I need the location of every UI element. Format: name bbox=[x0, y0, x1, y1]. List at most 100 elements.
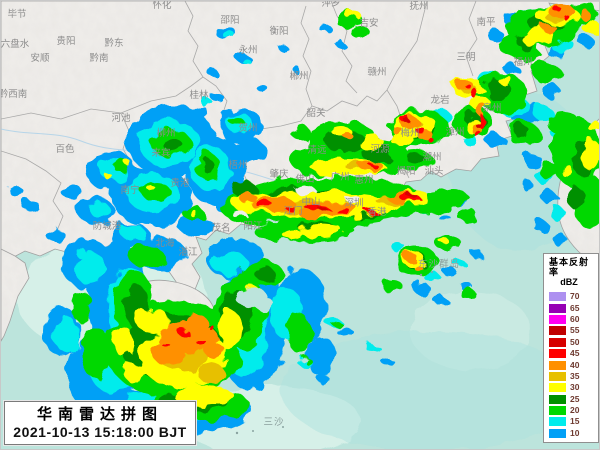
legend-value: 60 bbox=[570, 313, 580, 324]
legend-swatch bbox=[549, 394, 566, 404]
city-label: 黔东 bbox=[104, 37, 123, 49]
legend-scale: 70 65 60 55 50 45 40 35 30 25 20 15 10 bbox=[549, 291, 598, 439]
city-label: 深圳 bbox=[344, 198, 363, 209]
echo-layer-50dbz bbox=[319, 119, 480, 211]
city-label: 惠州 bbox=[354, 174, 373, 186]
city-label: 福州 bbox=[513, 56, 532, 68]
legend-swatch bbox=[549, 417, 566, 427]
echo-gap bbox=[346, 195, 360, 203]
city-label: 汕头 bbox=[424, 165, 443, 177]
city-label: 贺州 bbox=[238, 122, 257, 134]
city-label: 龙岩 bbox=[430, 94, 449, 106]
legend-title: 基本反射率 bbox=[549, 257, 590, 277]
legend-swatch bbox=[549, 303, 566, 313]
city-label: 赣州 bbox=[367, 66, 386, 78]
map-title: 华南雷达拼图 bbox=[36, 405, 163, 423]
city-label: 三明 bbox=[456, 52, 475, 63]
legend-entry: 55 bbox=[549, 325, 598, 336]
city-label: 贵阳 bbox=[56, 35, 75, 47]
legend-value: 50 bbox=[570, 336, 580, 347]
city-label: 茂名 bbox=[211, 222, 230, 234]
city-label: 毕节 bbox=[7, 8, 26, 20]
legend-swatch bbox=[549, 371, 566, 381]
sea-label: 东沙群岛 bbox=[418, 258, 460, 270]
sea-label: 三沙 bbox=[263, 417, 284, 428]
city-label: 河池 bbox=[111, 112, 131, 124]
echo-gap bbox=[253, 297, 273, 309]
map-title-box: 华南雷达拼图 2021-10-13 15:18:00 BJT bbox=[4, 401, 196, 445]
legend-entry: 65 bbox=[549, 302, 598, 313]
city-label: 韶关 bbox=[306, 107, 326, 119]
legend-swatch bbox=[549, 428, 566, 438]
city-label: 百色 bbox=[55, 143, 75, 155]
legend-value: 40 bbox=[570, 359, 580, 370]
city-label: 来宾 bbox=[151, 147, 170, 159]
legend-value: 70 bbox=[570, 291, 580, 302]
city-label: 阳江 bbox=[243, 221, 263, 232]
city-label: 贵港 bbox=[170, 177, 190, 189]
city-label: 柳州 bbox=[156, 127, 175, 139]
city-label: 郴州 bbox=[289, 70, 308, 82]
city-label: 邵阳 bbox=[220, 15, 239, 26]
city-label: 永州 bbox=[238, 44, 257, 56]
city-label: 中山 bbox=[301, 196, 320, 208]
city-label: 香港 bbox=[367, 206, 387, 218]
legend-swatch bbox=[549, 292, 566, 302]
legend-entry: 30 bbox=[549, 382, 598, 393]
city-label: 梧州 bbox=[228, 159, 247, 171]
legend-swatch bbox=[549, 326, 566, 336]
radar-echoes bbox=[9, 3, 599, 434]
legend-entry: 45 bbox=[549, 348, 598, 359]
legend-entry: 25 bbox=[549, 394, 598, 405]
legend-entry: 20 bbox=[549, 405, 598, 416]
city-label: 漳州 bbox=[445, 126, 464, 138]
city-label: 广州 bbox=[330, 171, 349, 183]
city-label: 衡阳 bbox=[269, 25, 288, 37]
city-label: 湛江 bbox=[178, 247, 198, 258]
legend-swatch bbox=[549, 406, 566, 416]
legend-entry: 15 bbox=[549, 416, 598, 427]
city-label: 肇庆 bbox=[269, 168, 289, 180]
legend-value: 45 bbox=[570, 348, 580, 359]
city-label: 吉安 bbox=[359, 17, 378, 29]
legend-swatch bbox=[549, 383, 566, 393]
legend-value: 25 bbox=[570, 393, 580, 404]
city-label: 潮州 bbox=[422, 151, 441, 163]
city-label: 怀化 bbox=[152, 1, 172, 11]
legend-entry: 70 bbox=[549, 291, 598, 302]
legend-unit: dBZ bbox=[560, 277, 578, 287]
city-label: 清远 bbox=[307, 144, 327, 156]
city-label: 揭阳 bbox=[396, 165, 415, 177]
legend-swatch bbox=[549, 349, 566, 359]
legend-entry: 40 bbox=[549, 359, 598, 370]
city-label: 安顺 bbox=[30, 52, 50, 64]
legend-swatch bbox=[549, 360, 566, 370]
echo-gap bbox=[231, 209, 245, 217]
legend-value: 55 bbox=[570, 325, 580, 336]
echo-gap bbox=[296, 186, 316, 196]
city-label: 萍乡 bbox=[321, 1, 340, 9]
city-label: 泉州 bbox=[482, 102, 501, 114]
legend-value: 10 bbox=[570, 427, 580, 438]
city-label: 江门 bbox=[283, 205, 302, 217]
island-dots bbox=[235, 271, 433, 435]
legend-value: 20 bbox=[570, 405, 580, 416]
legend-swatch bbox=[549, 314, 566, 324]
legend-value: 15 bbox=[570, 416, 580, 427]
map-timestamp: 2021-10-13 15:18:00 BJT bbox=[13, 423, 187, 440]
city-label: 六盘水 bbox=[1, 38, 30, 50]
city-label: 防城港 bbox=[93, 220, 122, 232]
city-label: 佛山 bbox=[295, 173, 314, 185]
legend-entry: 60 bbox=[549, 314, 598, 325]
city-label: 黔西南 bbox=[1, 88, 27, 100]
city-label: 南宁 bbox=[120, 184, 139, 196]
city-label: 梅州 bbox=[400, 127, 419, 139]
city-label: 抚州 bbox=[409, 1, 428, 12]
legend-value: 35 bbox=[570, 370, 580, 381]
city-label: 北海 bbox=[155, 237, 175, 249]
city-label: 黔南 bbox=[89, 52, 108, 64]
legend-entry: 10 bbox=[549, 428, 598, 439]
legend-value: 65 bbox=[570, 302, 580, 313]
